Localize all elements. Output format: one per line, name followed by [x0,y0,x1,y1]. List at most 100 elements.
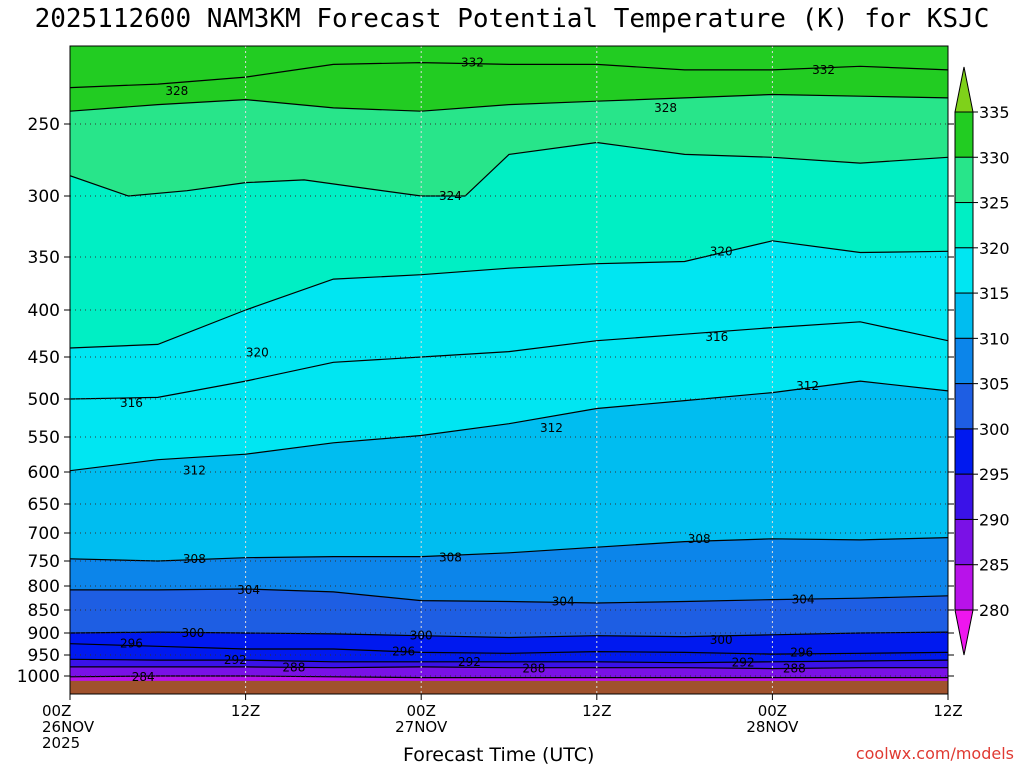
x-tick-label: 2025 [42,734,80,752]
contour-line-320 [70,240,948,349]
contour-label: 300 [181,626,204,640]
contour-line-304 [70,588,948,604]
colorbar-segment-310 [954,292,974,339]
colorbar-label: 295 [979,465,1010,484]
y-tick-label: 950 [28,646,60,666]
colorbar-segment-285 [954,518,974,566]
colorbar-label: 315 [979,284,1010,303]
contour-label: 328 [165,84,188,98]
y-tick-label: 450 [28,348,60,368]
colorbar-top-arrow [954,66,974,113]
colorbar-label: 310 [979,329,1010,348]
contour-label: 292 [732,656,755,670]
contour-label: 312 [796,379,819,393]
colorbar-label: 285 [979,556,1010,575]
contour-label: 304 [552,595,575,609]
contour-label: 308 [688,532,711,546]
contour-label: 332 [812,63,835,77]
x-tick-label: 12Z [933,702,962,720]
colorbar-segment-280 [954,564,974,611]
y-tick-label: 400 [28,301,60,321]
y-tick-label: 500 [28,390,60,410]
colorbar-label: 280 [979,601,1010,620]
y-tick-label: 650 [28,495,60,515]
contour-label: 328 [654,101,677,115]
colorbar-label: 300 [979,420,1010,439]
x-tick-label: 00Z [407,702,436,720]
colorbar-bottom-arrow [954,609,974,656]
contour-label: 312 [540,421,563,435]
colorbar-segment-305 [954,337,974,385]
colorbar-segment-315 [954,247,974,294]
contour-line-316 [70,321,948,400]
contour-label: 308 [439,551,462,565]
colorbar-label: 305 [979,375,1010,394]
contour-label: 316 [705,330,728,344]
colorbar-segment-320 [954,202,974,249]
contour-label: 324 [439,189,462,203]
contour-label: 304 [792,593,815,607]
contour-label: 320 [710,244,733,258]
y-tick-label: 1000 [17,667,60,687]
contour-label: 300 [710,633,733,647]
x-tick-label: 00Z [42,702,71,720]
y-tick-label: 600 [28,463,60,483]
contour-line-292 [70,658,948,664]
contour-label: 316 [120,396,143,410]
contour-label: 308 [183,552,206,566]
contour-label: 320 [246,346,269,360]
contour-line-300 [70,631,948,639]
colorbar-label: 335 [979,103,1010,122]
y-tick-label: 900 [28,624,60,644]
colorbar-label: 330 [979,148,1010,167]
contour-line-332 [70,61,948,89]
contour-label: 300 [410,628,433,642]
plot-frame [69,45,949,695]
contour-label: 292 [458,655,481,669]
contour-label: 296 [790,645,813,659]
contour-label: 332 [461,56,484,70]
contour-label: 288 [783,662,806,676]
colorbar-segment-325 [954,156,974,204]
x-tick-label: 00Z [758,702,787,720]
y-tick-label: 800 [28,577,60,597]
contour-label: 304 [237,583,260,597]
colorbar-segment-295 [954,428,974,475]
y-tick-label: 250 [28,115,60,135]
colorbar-segment-300 [954,383,974,430]
contour-line-328 [70,93,948,112]
x-axis-label: Forecast Time (UTC) [403,744,595,766]
contour-label: 296 [120,637,143,651]
contour-label: 312 [183,464,206,478]
y-tick-label: 350 [28,248,60,268]
colorbar-segment-330 [954,111,974,158]
contour-line-296 [70,643,948,655]
contour-line-308 [70,537,948,562]
colorbar-segment-290 [954,473,974,520]
chart-title: 2025112600 NAM3KM Forecast Potential Tem… [34,4,990,34]
x-tick-label: 26NOV [42,718,95,736]
x-tick-label: 27NOV [395,718,448,736]
contour-line-284 [70,675,948,679]
colorbar-label: 325 [979,194,1010,213]
contour-label: 288 [522,662,545,676]
y-tick-label: 750 [28,552,60,572]
contour-line-312 [70,380,948,472]
colorbar-label: 320 [979,239,1010,258]
contour-line-288 [70,666,948,670]
y-tick-label: 850 [28,601,60,621]
ground-strip [70,680,948,694]
contour-label: 288 [282,661,305,675]
credit-text: coolwx.com/models [855,744,1014,763]
y-tick-label: 550 [28,428,60,448]
x-tick-label: 12Z [582,702,611,720]
y-tick-label: 700 [28,524,60,544]
colorbar-label: 290 [979,510,1010,529]
contour-label: 284 [132,670,155,684]
contour-line-324 [70,141,948,197]
y-tick-label: 300 [28,187,60,207]
contour-label: 292 [224,653,247,667]
contour-label: 296 [392,645,415,659]
x-tick-label: 12Z [231,702,260,720]
